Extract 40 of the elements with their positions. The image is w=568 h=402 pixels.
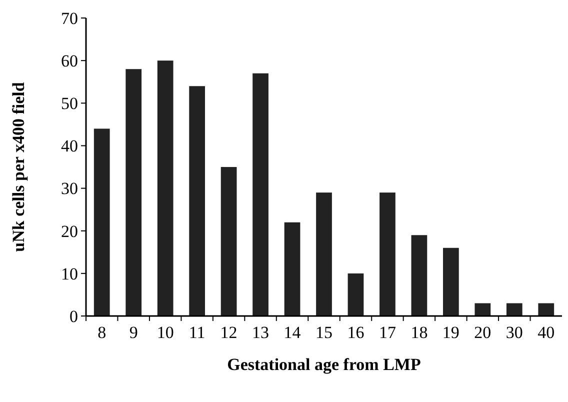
bar [252, 73, 268, 316]
x-tick-label: 18 [410, 323, 428, 342]
x-tick-label: 19 [442, 323, 460, 342]
x-tick-label: 15 [316, 323, 332, 342]
bar [443, 248, 459, 316]
y-tick-label: 40 [61, 136, 78, 156]
x-tick-label: 13 [252, 323, 270, 342]
x-tick-label: 10 [156, 323, 174, 342]
bar [94, 128, 110, 316]
y-axis-title: uNk cells per x400 field [9, 82, 28, 252]
y-tick-label: 10 [61, 264, 78, 284]
bar [474, 303, 491, 316]
y-tick-label: 30 [61, 179, 78, 198]
bar [411, 235, 428, 316]
x-tick-label: 8 [98, 323, 106, 342]
bar [189, 86, 205, 316]
x-tick-label: 16 [347, 323, 364, 342]
y-tick-label: 20 [61, 222, 78, 241]
bar [316, 192, 332, 316]
x-tick-label: 30 [506, 323, 523, 342]
bar [157, 60, 174, 316]
x-tick-label: 11 [188, 323, 206, 342]
x-tick-label: 40 [538, 323, 555, 342]
bar [506, 303, 522, 316]
bar [348, 273, 364, 316]
y-tick-label: 50 [61, 94, 78, 114]
bar [220, 167, 237, 316]
y-tick-label: 70 [61, 8, 78, 28]
x-tick-label: 20 [474, 323, 492, 342]
y-tick-label: 0 [70, 306, 78, 326]
x-axis-title: Gestational age from LMP [227, 355, 421, 374]
bar [126, 69, 142, 316]
x-tick-label: 12 [220, 323, 238, 342]
bar [538, 303, 554, 316]
y-tick-label: 60 [61, 52, 78, 71]
bar [284, 222, 300, 316]
bar [380, 192, 396, 316]
x-tick-label: 14 [284, 323, 302, 342]
x-tick-label: 9 [129, 323, 138, 342]
x-tick-label: 17 [378, 323, 396, 342]
